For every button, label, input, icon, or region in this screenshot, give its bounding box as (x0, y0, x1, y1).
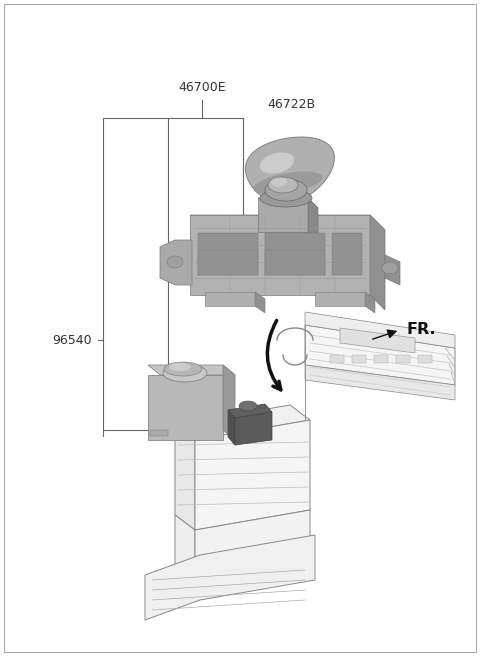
Polygon shape (340, 328, 415, 353)
Polygon shape (305, 312, 455, 348)
Bar (148, 375, 223, 440)
Polygon shape (370, 215, 385, 310)
Polygon shape (195, 420, 310, 530)
Polygon shape (255, 292, 265, 313)
Text: 46722B: 46722B (267, 98, 315, 111)
Polygon shape (145, 535, 315, 620)
Bar (374, 355, 388, 363)
Text: FR.: FR. (407, 323, 437, 337)
Polygon shape (175, 425, 195, 530)
Polygon shape (245, 137, 335, 203)
Polygon shape (190, 215, 385, 230)
Ellipse shape (253, 171, 323, 195)
Bar (332, 233, 362, 275)
Ellipse shape (239, 401, 257, 411)
Polygon shape (385, 255, 400, 285)
Bar (198, 233, 258, 275)
Ellipse shape (163, 364, 207, 382)
Polygon shape (175, 405, 310, 440)
Polygon shape (235, 412, 272, 445)
Polygon shape (258, 198, 318, 208)
Polygon shape (365, 292, 375, 313)
Polygon shape (228, 410, 235, 445)
Ellipse shape (265, 179, 307, 201)
Polygon shape (190, 215, 370, 295)
Ellipse shape (271, 178, 287, 186)
Polygon shape (175, 515, 195, 590)
Polygon shape (308, 198, 318, 242)
Bar (396, 355, 410, 363)
Ellipse shape (167, 256, 183, 268)
Polygon shape (228, 404, 272, 418)
Polygon shape (258, 198, 308, 232)
Ellipse shape (260, 189, 312, 207)
Ellipse shape (382, 262, 398, 274)
Bar (205, 292, 255, 306)
Ellipse shape (164, 362, 202, 376)
Text: 46700E: 46700E (178, 81, 226, 94)
Ellipse shape (260, 152, 294, 174)
Bar (265, 233, 325, 275)
Polygon shape (223, 365, 235, 440)
Polygon shape (305, 325, 455, 385)
Text: 96540: 96540 (52, 333, 92, 346)
Bar (418, 355, 432, 363)
Bar (352, 355, 366, 363)
Bar (330, 355, 344, 363)
Bar (198, 250, 258, 275)
Polygon shape (305, 365, 455, 400)
Ellipse shape (169, 363, 191, 371)
Polygon shape (160, 240, 192, 285)
Ellipse shape (268, 177, 298, 193)
Polygon shape (148, 365, 235, 375)
Polygon shape (195, 510, 310, 590)
Bar (150, 430, 168, 436)
Bar (265, 250, 325, 275)
Bar (315, 292, 365, 306)
